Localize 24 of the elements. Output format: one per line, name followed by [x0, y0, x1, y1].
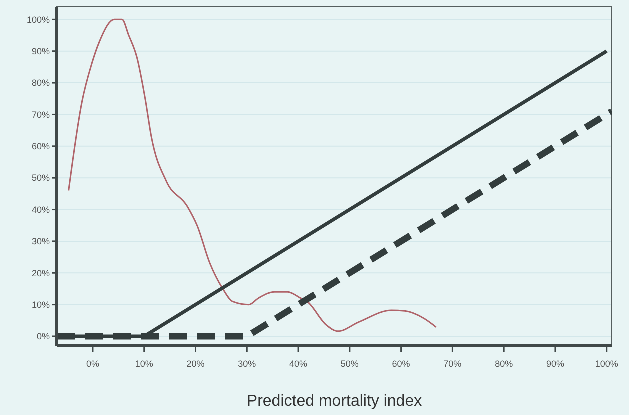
y-tick-label: 90%	[32, 46, 50, 57]
y-tick-label: 60%	[32, 142, 50, 152]
y-tick-label: 50%	[32, 173, 50, 184]
y-tick-label: 80%	[32, 78, 50, 88]
x-tick-label: 50%	[340, 359, 359, 369]
x-tick-label: 20%	[186, 359, 205, 369]
y-tick-label: 10%	[32, 300, 50, 310]
y-tick-label: 70%	[32, 110, 50, 120]
y-tick-label: 0%	[36, 332, 50, 342]
y-tick-label: 30%	[32, 236, 50, 247]
x-tick-label: 40%	[290, 359, 308, 369]
x-tick-label: 0%	[86, 359, 100, 369]
x-tick-label: 100%	[595, 359, 618, 369]
x-tick-label: 10%	[135, 359, 154, 369]
x-tick-label: 80%	[495, 359, 514, 369]
x-axis-title: Predicted mortality index	[246, 393, 422, 410]
y-tick-label: 100%	[26, 14, 50, 25]
x-tick-label: 90%	[546, 359, 564, 369]
x-tick-label: 30%	[238, 359, 256, 369]
x-tick-label: 70%	[444, 359, 462, 369]
line-series	[68, 18, 437, 332]
y-tick-label: 20%	[32, 268, 50, 278]
x-tick-label: 60%	[392, 359, 410, 369]
y-tick-label: 40%	[32, 204, 50, 215]
